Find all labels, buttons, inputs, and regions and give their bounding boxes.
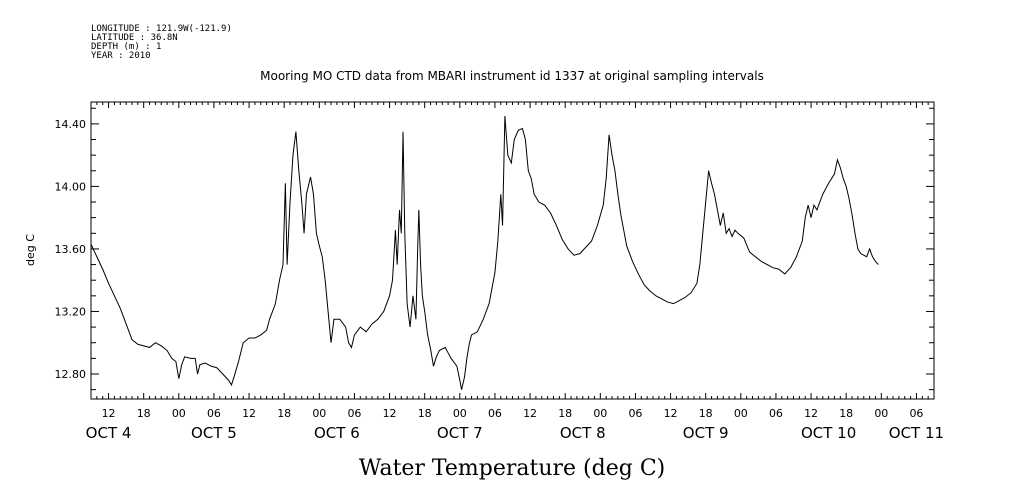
plot-frame	[90, 101, 935, 400]
day-label: OCT 5	[191, 424, 237, 442]
x-tick-label: 00	[734, 407, 748, 420]
x-tick-label: 00	[874, 407, 888, 420]
day-label: OCT 11	[889, 424, 944, 442]
x-tick-label: 12	[523, 407, 537, 420]
x-tick-label: 00	[593, 407, 607, 420]
x-tick-label: 18	[558, 407, 572, 420]
x-tick-label: 12	[804, 407, 818, 420]
x-tick-label: 06	[488, 407, 502, 420]
y-axis-label: deg C	[24, 234, 37, 266]
x-tick-label: 00	[453, 407, 467, 420]
temperature-line	[90, 116, 879, 390]
x-tick-label: 18	[699, 407, 713, 420]
x-tick-label: 06	[769, 407, 783, 420]
y-tick-label: 13.20	[55, 305, 87, 318]
x-tick-label: 12	[664, 407, 678, 420]
day-label: OCT 8	[560, 424, 606, 442]
day-label: OCT 4	[86, 424, 132, 442]
x-tick-label: 06	[628, 407, 642, 420]
y-tick-label: 12.80	[55, 368, 87, 381]
x-tick-label: 06	[909, 407, 923, 420]
day-label: OCT 6	[314, 424, 360, 442]
day-label: OCT 10	[801, 424, 856, 442]
x-tick-label: 12	[242, 407, 256, 420]
x-tick-label: 12	[102, 407, 116, 420]
x-tick-label: 12	[383, 407, 397, 420]
chart-title: Mooring MO CTD data from MBARI instrumen…	[260, 69, 764, 83]
y-tick-label: 13.60	[55, 243, 87, 256]
x-tick-label: 06	[207, 407, 221, 420]
y-tick-label: 14.00	[55, 180, 87, 193]
x-tick-label: 00	[312, 407, 326, 420]
x-tick-label: 18	[277, 407, 291, 420]
x-tick-label: 00	[172, 407, 186, 420]
x-tick-label: 18	[839, 407, 853, 420]
day-labels: OCT 4 OCT 5 OCT 6 OCT 7 OCT 8 OCT 9 OCT 10 OCT …	[86, 424, 944, 442]
latitude-text: LATITUDE : 36.8N	[91, 33, 178, 43]
x-axis-label: Water Temperature (deg C)	[359, 456, 666, 481]
day-label: OCT 9	[683, 424, 729, 442]
year-text: YEAR : 2010	[91, 51, 151, 61]
x-tick-labels: 12 18 00 06 12 18 00 06 12 18 00 06 12 18 00 06 12 18 00 06…	[102, 407, 924, 420]
day-label: OCT 7	[437, 424, 483, 442]
x-tick-label: 18	[137, 407, 151, 420]
longitude-text: LONGITUDE : 121.9W(-121.9)	[91, 24, 232, 34]
x-tick-label: 18	[418, 407, 432, 420]
y-tick-labels: 12.80 13.20 13.60 14.00 14.40	[55, 118, 87, 381]
y-tick-label: 14.40	[55, 118, 87, 131]
depth-text: DEPTH (m) : 1	[91, 42, 161, 52]
axis-ticks	[90, 102, 935, 399]
x-tick-label: 06	[347, 407, 361, 420]
